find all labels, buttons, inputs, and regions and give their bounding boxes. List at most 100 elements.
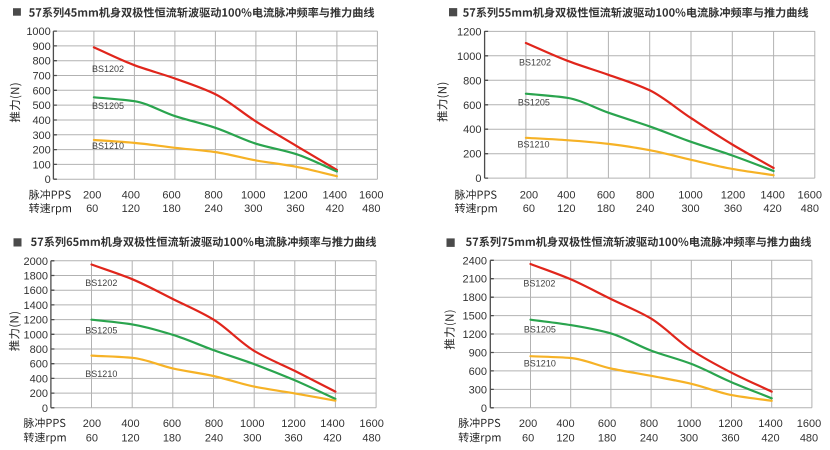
- svg-text:BS1202: BS1202: [519, 57, 551, 67]
- svg-text:60: 60: [523, 203, 535, 215]
- svg-text:1400: 1400: [323, 190, 347, 202]
- svg-text:2100: 2100: [463, 274, 487, 286]
- svg-text:1600: 1600: [798, 190, 822, 202]
- svg-text:BS1210: BS1210: [85, 369, 117, 379]
- svg-text:BS1210: BS1210: [92, 141, 124, 151]
- svg-text:BS1202: BS1202: [523, 279, 555, 289]
- svg-text:BS1205: BS1205: [92, 101, 124, 111]
- svg-text:200: 200: [463, 149, 481, 161]
- svg-text:600: 600: [30, 359, 48, 371]
- svg-text:300: 300: [681, 203, 699, 215]
- svg-text:120: 120: [122, 203, 140, 215]
- svg-text:1400: 1400: [758, 418, 782, 430]
- svg-text:240: 240: [205, 432, 223, 444]
- svg-text:180: 180: [162, 203, 180, 215]
- svg-text:1600: 1600: [359, 418, 383, 430]
- svg-text:60: 60: [86, 432, 98, 444]
- svg-text:800: 800: [463, 75, 481, 87]
- svg-text:480: 480: [801, 203, 819, 215]
- svg-text:1200: 1200: [24, 315, 48, 327]
- svg-text:120: 120: [556, 432, 574, 444]
- svg-text:200: 200: [32, 145, 50, 157]
- svg-text:400: 400: [30, 373, 48, 385]
- svg-text:300: 300: [680, 432, 698, 444]
- svg-text:1000: 1000: [24, 329, 48, 341]
- svg-text:240: 240: [636, 203, 654, 215]
- svg-text:300: 300: [243, 432, 261, 444]
- svg-text:400: 400: [121, 418, 139, 430]
- svg-text:1200: 1200: [457, 26, 481, 38]
- svg-text:200: 200: [520, 190, 538, 202]
- svg-text:360: 360: [724, 203, 742, 215]
- svg-text:60: 60: [86, 203, 98, 215]
- svg-text:180: 180: [598, 432, 616, 444]
- svg-text:200: 200: [519, 418, 537, 430]
- svg-text:1400: 1400: [24, 300, 48, 312]
- svg-text:300: 300: [244, 203, 262, 215]
- svg-text:1000: 1000: [678, 190, 702, 202]
- svg-text:200: 200: [83, 418, 101, 430]
- svg-text:800: 800: [640, 418, 658, 430]
- svg-text:1600: 1600: [24, 285, 48, 297]
- svg-text:0: 0: [45, 174, 51, 186]
- svg-text:0: 0: [475, 173, 481, 185]
- svg-text:BS1205: BS1205: [518, 98, 550, 108]
- svg-text:200: 200: [30, 388, 48, 400]
- svg-text:600: 600: [162, 190, 180, 202]
- svg-text:1000: 1000: [241, 190, 265, 202]
- svg-text:120: 120: [121, 432, 139, 444]
- svg-text:100: 100: [32, 159, 50, 171]
- svg-text:900: 900: [469, 348, 487, 360]
- svg-text:BS1202: BS1202: [92, 64, 124, 74]
- svg-text:BS1205: BS1205: [85, 325, 117, 335]
- svg-text:1500: 1500: [463, 311, 487, 323]
- svg-text:300: 300: [32, 130, 50, 142]
- svg-text:600: 600: [32, 85, 50, 97]
- svg-text:1200: 1200: [283, 190, 307, 202]
- svg-text:60: 60: [522, 432, 534, 444]
- svg-text:420: 420: [763, 203, 781, 215]
- svg-text:800: 800: [204, 190, 222, 202]
- svg-text:2000: 2000: [24, 256, 48, 268]
- svg-text:400: 400: [122, 190, 140, 202]
- svg-text:BS1202: BS1202: [85, 278, 117, 288]
- svg-text:1200: 1200: [281, 418, 305, 430]
- svg-text:700: 700: [32, 71, 50, 83]
- svg-text:500: 500: [32, 100, 50, 112]
- svg-text:1000: 1000: [240, 418, 264, 430]
- svg-text:240: 240: [640, 432, 658, 444]
- svg-text:400: 400: [32, 115, 50, 127]
- svg-text:120: 120: [557, 203, 575, 215]
- svg-text:1200: 1200: [463, 329, 487, 341]
- svg-text:1200: 1200: [718, 418, 742, 430]
- svg-text:800: 800: [636, 190, 654, 202]
- svg-text:400: 400: [463, 124, 481, 136]
- svg-text:1200: 1200: [721, 190, 745, 202]
- svg-text:600: 600: [598, 418, 616, 430]
- svg-text:1800: 1800: [24, 271, 48, 283]
- svg-text:300: 300: [469, 384, 487, 396]
- svg-text:480: 480: [800, 432, 818, 444]
- svg-text:BS1210: BS1210: [524, 359, 556, 369]
- svg-text:420: 420: [323, 432, 341, 444]
- svg-text:1000: 1000: [677, 418, 701, 430]
- svg-text:1800: 1800: [463, 292, 487, 304]
- svg-text:800: 800: [30, 344, 48, 356]
- svg-text:420: 420: [761, 432, 779, 444]
- svg-text:800: 800: [205, 418, 223, 430]
- svg-text:900: 900: [32, 41, 50, 53]
- svg-text:240: 240: [204, 203, 222, 215]
- svg-text:480: 480: [362, 432, 380, 444]
- svg-text:1000: 1000: [26, 26, 50, 38]
- svg-text:600: 600: [463, 100, 481, 112]
- svg-text:360: 360: [721, 432, 739, 444]
- svg-text:1600: 1600: [359, 190, 383, 202]
- svg-text:1400: 1400: [760, 190, 784, 202]
- svg-text:0: 0: [481, 403, 487, 415]
- svg-text:360: 360: [286, 203, 304, 215]
- svg-text:1400: 1400: [320, 418, 344, 430]
- svg-text:360: 360: [284, 432, 302, 444]
- svg-text:180: 180: [163, 432, 181, 444]
- svg-text:400: 400: [557, 190, 575, 202]
- svg-text:0: 0: [42, 403, 48, 415]
